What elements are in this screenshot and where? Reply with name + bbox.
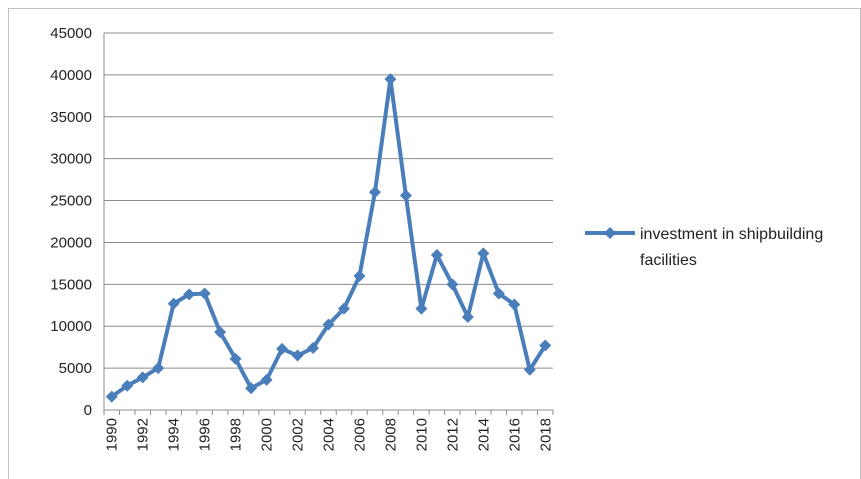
marker xyxy=(415,302,428,315)
marker xyxy=(152,362,165,375)
marker xyxy=(198,287,211,300)
marker xyxy=(214,326,227,339)
marker xyxy=(260,373,273,386)
legend-marker xyxy=(604,227,616,239)
x-tick-label: 2008 xyxy=(382,418,399,451)
marker xyxy=(539,339,552,352)
y-tick-label: 30000 xyxy=(50,151,92,168)
line-series xyxy=(110,77,547,399)
marker xyxy=(399,189,412,202)
marker xyxy=(492,287,505,300)
x-tick-label: 1990 xyxy=(104,418,121,451)
x-tick-label: 2012 xyxy=(444,418,461,451)
marker xyxy=(461,311,474,324)
marker xyxy=(368,186,381,199)
marker xyxy=(337,302,350,315)
marker xyxy=(353,269,366,282)
x-tick-label: 2016 xyxy=(506,418,523,451)
y-tick-label: 40000 xyxy=(50,67,92,84)
y-tick-label: 20000 xyxy=(50,234,92,251)
y-tick-label: 35000 xyxy=(50,109,92,126)
y-tick-label: 10000 xyxy=(50,318,92,335)
x-tick-label: 2004 xyxy=(321,418,338,451)
marker xyxy=(477,247,490,260)
marker xyxy=(384,73,397,86)
x-tick-label: 2000 xyxy=(259,418,276,451)
x-tick-label: 1994 xyxy=(166,418,183,451)
x-tick-label: 2018 xyxy=(537,418,554,451)
marker xyxy=(183,288,196,301)
marker xyxy=(523,363,536,376)
marker xyxy=(121,379,134,392)
x-tick-label: 2002 xyxy=(290,418,307,451)
x-tick-label: 1992 xyxy=(135,418,152,451)
x-tick-label: 2010 xyxy=(413,418,430,451)
x-tick-label: 1998 xyxy=(228,418,245,451)
y-tick-label: 5000 xyxy=(59,360,92,377)
x-tick-label: 2014 xyxy=(475,418,492,451)
marker xyxy=(167,297,180,310)
marker xyxy=(508,298,521,311)
marker xyxy=(291,349,304,362)
y-tick-label: 45000 xyxy=(50,25,92,42)
legend-label: investment in shipbuilding facilities xyxy=(640,226,824,269)
marker xyxy=(430,249,443,262)
marker xyxy=(245,382,258,395)
y-tick-label: 0 xyxy=(84,402,92,419)
marker xyxy=(136,371,149,384)
marker xyxy=(322,318,335,331)
marker xyxy=(276,342,289,355)
marker xyxy=(105,390,118,403)
y-tick-label: 15000 xyxy=(50,276,92,293)
x-tick-label: 1996 xyxy=(197,418,214,451)
marker xyxy=(446,278,459,291)
y-tick-label: 25000 xyxy=(50,193,92,210)
marker xyxy=(229,352,242,365)
x-tick-label: 2006 xyxy=(351,418,368,451)
marker xyxy=(307,342,320,355)
